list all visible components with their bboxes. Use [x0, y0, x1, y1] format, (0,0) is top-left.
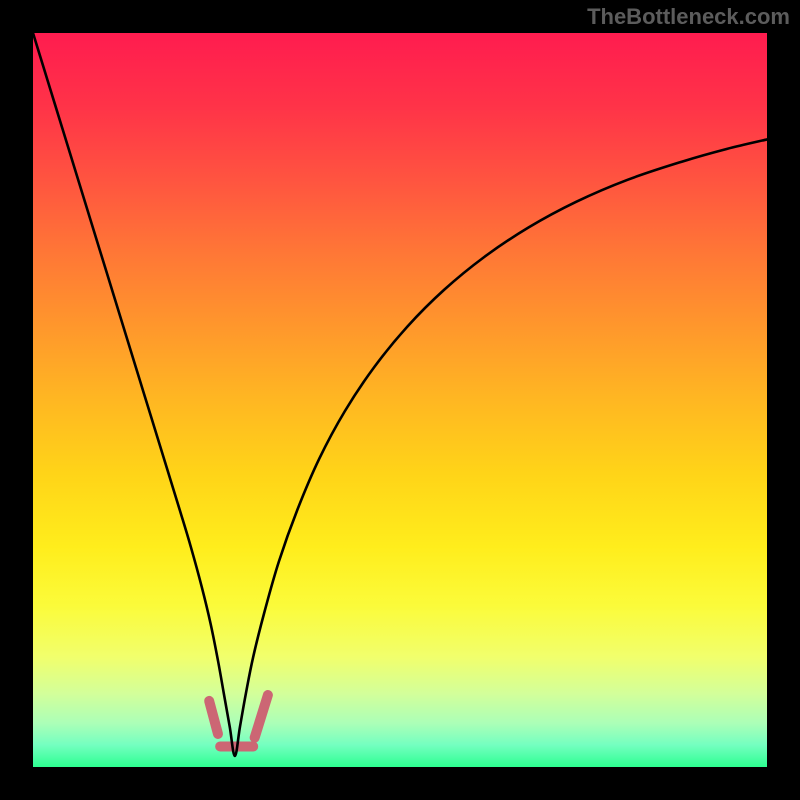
- bottom-mark-segment: [255, 695, 268, 738]
- watermark-text: TheBottleneck.com: [587, 4, 790, 30]
- plot-area: [33, 33, 767, 767]
- curve-layer: [33, 33, 767, 767]
- bottom-mark-segment: [209, 701, 218, 734]
- main-curve: [33, 33, 767, 756]
- chart-stage: TheBottleneck.com: [0, 0, 800, 800]
